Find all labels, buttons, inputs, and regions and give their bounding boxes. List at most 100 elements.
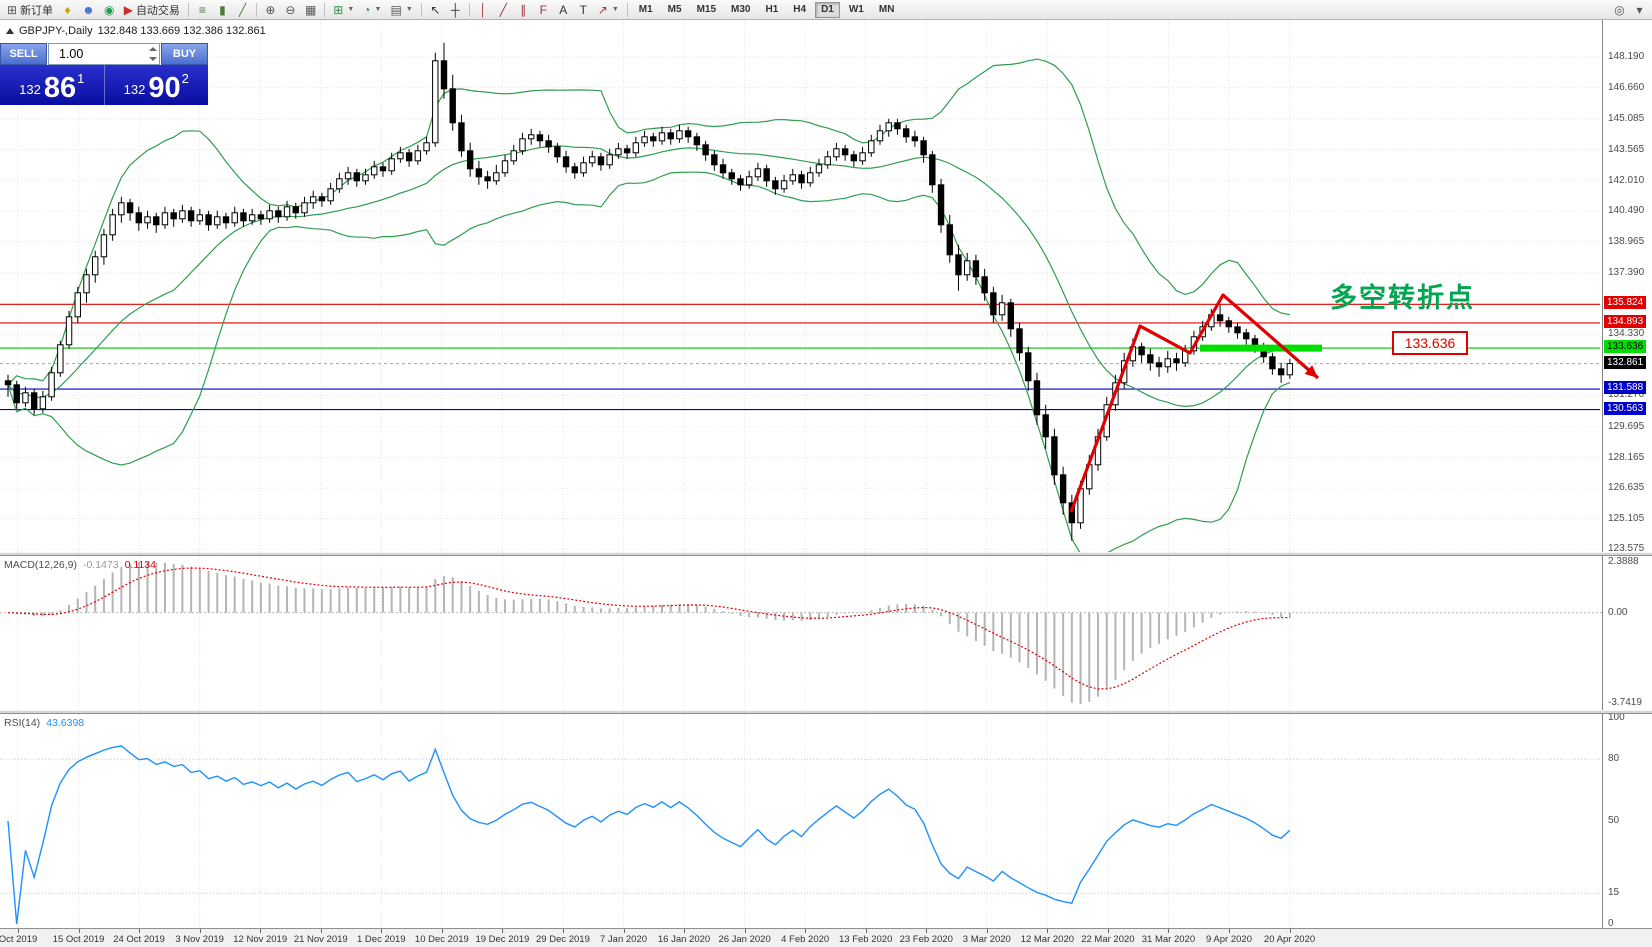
time-axis-label: 7 Jan 2020 bbox=[599, 934, 648, 945]
time-axis-tick bbox=[865, 929, 867, 933]
fibonacci-icon[interactable]: F bbox=[534, 1, 553, 18]
timeframe-button-M1[interactable]: M1 bbox=[633, 2, 659, 18]
zoom-out-icon[interactable]: ⊖ bbox=[281, 1, 300, 18]
time-axis-label: 16 Jan 2020 bbox=[657, 934, 711, 945]
price-axis-label: 0.00 bbox=[1608, 606, 1628, 618]
arrows-icon[interactable]: ↗ ▼ bbox=[594, 1, 623, 18]
time-axis-label: 21 Nov 2019 bbox=[293, 934, 348, 945]
line-chart-icon[interactable]: ╱ bbox=[233, 1, 252, 18]
price-chart[interactable] bbox=[0, 20, 1602, 552]
search-icon[interactable]: ◎ bbox=[1610, 1, 1629, 18]
time-axis-tick bbox=[502, 929, 504, 933]
crosshair-icon[interactable]: ┼ bbox=[446, 1, 465, 18]
buy-price-prefix: 132 bbox=[123, 82, 146, 97]
chevron-down-icon: ▼ bbox=[374, 6, 382, 13]
timeframe-button-M15[interactable]: M15 bbox=[691, 2, 722, 18]
alerts-icon[interactable]: ♦ bbox=[58, 1, 77, 18]
panel-divider[interactable] bbox=[0, 552, 1652, 556]
toolbar-separator bbox=[626, 2, 628, 17]
quote-prices: 132 86 1 132 90 2 bbox=[0, 65, 208, 105]
symbol-period: GBPJPY-,Daily bbox=[19, 25, 93, 37]
time-axis-tick bbox=[623, 929, 625, 933]
toolbar-separator bbox=[187, 2, 189, 17]
text-icon: A bbox=[559, 2, 568, 17]
time-axis-tick bbox=[926, 929, 928, 933]
ohlc-values: 132.848 133.669 132.386 132.861 bbox=[97, 25, 266, 37]
timeframe-button-D1[interactable]: D1 bbox=[815, 1, 840, 18]
time-axis-label: 9 Apr 2020 bbox=[1206, 934, 1252, 945]
price-axis-label: 123.575 bbox=[1608, 543, 1645, 555]
cursor-icon[interactable]: ↖ bbox=[426, 1, 445, 18]
zoom-out-icon: ⊖ bbox=[285, 2, 296, 17]
time-axis-tick bbox=[260, 929, 262, 933]
price-axis-label: 128.165 bbox=[1608, 451, 1645, 463]
time-axis-tick bbox=[744, 929, 746, 933]
timeframe-button-H1[interactable]: H1 bbox=[759, 2, 784, 18]
time-axis-tick bbox=[78, 929, 80, 933]
auto-trading-button[interactable]: ▶ 自动交易 bbox=[120, 1, 184, 18]
toolbar-separator bbox=[420, 2, 422, 17]
buy-button[interactable]: BUY bbox=[161, 43, 208, 65]
toolbar-button-label: 自动交易 bbox=[135, 4, 180, 17]
sell-button[interactable]: SELL bbox=[0, 43, 47, 65]
volume-input[interactable]: 1.00 bbox=[48, 43, 160, 65]
zoom-in-icon[interactable]: ⊕ bbox=[261, 1, 280, 18]
arrows-icon: ↗ bbox=[597, 2, 608, 17]
timeframe-button-W1[interactable]: W1 bbox=[843, 2, 870, 18]
time-axis-label: 24 Oct 2019 bbox=[113, 934, 165, 945]
rsi-header: RSI(14) 43.6398 bbox=[4, 717, 84, 729]
time-axis-tick bbox=[684, 929, 686, 933]
line-chart-icon: ╱ bbox=[238, 2, 247, 17]
price-axis-label: -3.7419 bbox=[1608, 697, 1642, 708]
new-chart-icon[interactable]: ⊞ ▼ bbox=[329, 1, 358, 18]
time-axis-tick bbox=[320, 929, 322, 933]
rsi-panel[interactable] bbox=[0, 714, 1602, 928]
vertical-line-icon: │ bbox=[479, 2, 488, 17]
time-axis-label: 1 Dec 2019 bbox=[357, 934, 406, 945]
period-icon[interactable]: ◔ ▼ bbox=[359, 1, 385, 18]
annotation-text: 多空转折点 bbox=[1330, 283, 1475, 313]
toolbar: ⊞ 新订单 ♦ ☻ ◉ ▶ 自动交易 ≡ ▮ ╱ ⊕ ⊖ ▦ ⊞ ▼ ◔ ▼ ▤ ▼ ↖ ┼ │ ╱ ∥ F A T ↗ ▼ M1 M5 M1… bbox=[0, 0, 1652, 20]
macd-panel[interactable] bbox=[0, 556, 1602, 710]
label-icon[interactable]: T bbox=[574, 1, 593, 18]
price-axis-label: 131.270 bbox=[1608, 389, 1645, 401]
bar-chart-icon[interactable]: ≡ bbox=[193, 1, 212, 18]
tile-windows-icon: ▦ bbox=[304, 2, 317, 17]
toolbar-separator bbox=[324, 2, 326, 17]
panel-divider[interactable] bbox=[0, 710, 1652, 714]
time-axis[interactable]: Oct 2019 15 Oct 2019 24 Oct 2019 3 Nov 2019… bbox=[0, 928, 1652, 947]
new-order-button[interactable]: ⊞ 新订单 bbox=[3, 1, 57, 18]
expand-arrow-icon[interactable] bbox=[6, 28, 14, 34]
time-axis-label: 12 Mar 2020 bbox=[1020, 934, 1075, 945]
text-icon[interactable]: A bbox=[554, 1, 573, 18]
timeframe-button-H4[interactable]: H4 bbox=[787, 2, 812, 18]
templates-icon[interactable]: ▤ ▼ bbox=[386, 1, 416, 18]
price-axis-label: 134.893 bbox=[1604, 314, 1647, 328]
price-axis-label: 134.330 bbox=[1608, 328, 1645, 340]
timeframe-button-M5[interactable]: M5 bbox=[662, 2, 688, 18]
price-axis-label: 0 bbox=[1608, 918, 1614, 929]
vertical-line-icon[interactable]: │ bbox=[474, 1, 493, 18]
buy-price[interactable]: 132 90 2 bbox=[105, 65, 209, 105]
trendline-icon: ╱ bbox=[499, 2, 507, 17]
time-axis-tick bbox=[1107, 929, 1109, 933]
more-icon[interactable]: ▾ bbox=[1630, 1, 1649, 18]
tile-windows-icon[interactable]: ▦ bbox=[301, 1, 320, 18]
channel-icon[interactable]: ∥ bbox=[514, 1, 533, 18]
sell-price[interactable]: 132 86 1 bbox=[0, 65, 104, 105]
volume-stepper[interactable] bbox=[148, 47, 157, 61]
profiles-icon[interactable]: ☻ bbox=[78, 1, 99, 18]
time-axis-label: 26 Jan 2020 bbox=[718, 934, 771, 945]
community-icon[interactable]: ◉ bbox=[100, 1, 119, 18]
candlestick-icon[interactable]: ▮ bbox=[213, 1, 232, 18]
candles bbox=[4, 42, 1294, 541]
timeframe-button-MN[interactable]: MN bbox=[873, 2, 901, 18]
price-axis[interactable]: 148.190 146.660 145.085 143.565 142.010 140.4… bbox=[1602, 20, 1652, 929]
time-axis-label: 3 Nov 2019 bbox=[175, 934, 224, 945]
timeframe-button-M30[interactable]: M30 bbox=[725, 2, 756, 18]
time-axis-label: 12 Nov 2019 bbox=[233, 934, 288, 945]
rsi-value: 43.6398 bbox=[46, 717, 85, 729]
fibonacci-icon: F bbox=[539, 2, 547, 17]
trendline-icon[interactable]: ╱ bbox=[494, 1, 513, 18]
macd-header: MACD(12,26,9) -0.1473 0.1134 bbox=[4, 559, 156, 571]
